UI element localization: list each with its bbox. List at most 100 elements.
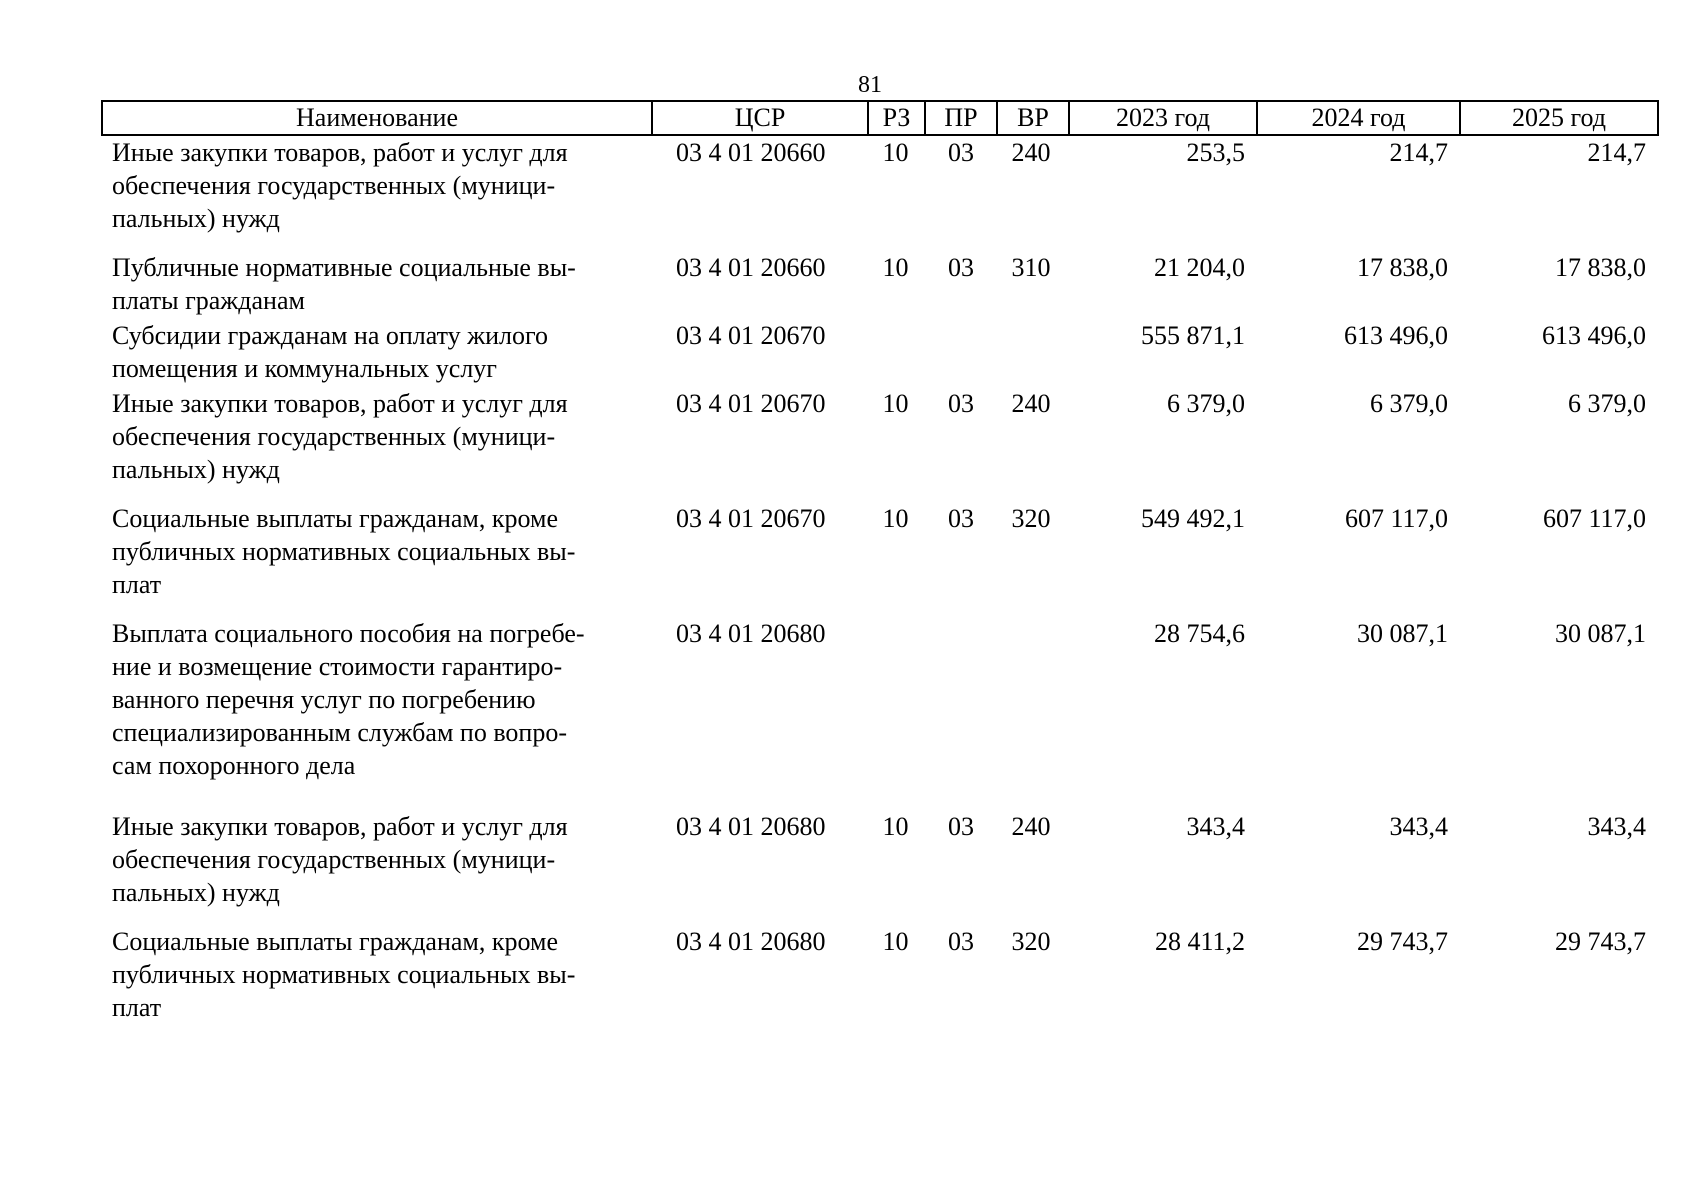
- row-spacer: [102, 601, 1658, 615]
- row-rz: 10: [882, 389, 909, 418]
- table-row: Иные закупки товаров, работ и услуг для о…: [102, 385, 1658, 486]
- row-name-line: Иные закупки товаров, работ и услуг для: [112, 812, 568, 841]
- table-row: Социальные выплаты гражданам, кроме публи…: [102, 500, 1658, 601]
- row-spacer-cell: [102, 235, 1658, 249]
- row-value-2023: 253,5: [1186, 138, 1246, 167]
- row-name: Иные закупки товаров, работ и услуг для о…: [102, 385, 652, 486]
- row-spacer-cell: [102, 782, 1658, 808]
- row-value-2023: 549 492,1: [1141, 504, 1245, 533]
- row-value-2023: 343,4: [1186, 812, 1246, 841]
- row-rz: 10: [882, 927, 909, 956]
- row-spacer: [102, 782, 1658, 808]
- row-vr: [997, 615, 1069, 782]
- row-pr: 03: [948, 927, 974, 956]
- row-name-line: Иные закупки товаров, работ и услуг для: [112, 138, 568, 167]
- row-spacer: [102, 235, 1658, 249]
- row-name-line: обеспечения государственных (муници-: [112, 422, 556, 451]
- row-csr: 03 4 01 20680: [676, 619, 826, 648]
- row-csr: 03 4 01 20670: [676, 321, 826, 350]
- row-vr: [997, 317, 1069, 385]
- row-name-line: публичных нормативных социальных вы-: [112, 960, 576, 989]
- row-value-2025: 30 087,1: [1555, 619, 1646, 648]
- header-pr: ПР: [924, 100, 998, 136]
- row-value-2024: 607 117,0: [1344, 504, 1448, 533]
- row-value-2024: 613 496,0: [1344, 321, 1448, 350]
- row-vr: 240: [1011, 138, 1051, 167]
- row-name-line: Субсидии гражданам на оплату жилого: [112, 321, 549, 350]
- row-name-line: пальных) нужд: [112, 455, 280, 484]
- row-pr: 03: [948, 812, 974, 841]
- row-value-2025: 343,4: [1587, 812, 1647, 841]
- page-number: 81: [858, 72, 882, 98]
- budget-table: Наименование ЦСР РЗ ПР ВР 2023 год 2024 …: [101, 100, 1659, 1024]
- row-name-line: пальных) нужд: [112, 204, 280, 233]
- row-pr: 03: [948, 504, 974, 533]
- row-spacer: [102, 909, 1658, 923]
- row-value-2024: 6 379,0: [1370, 389, 1448, 418]
- row-name: Выплата социального пособия на погребе-н…: [102, 615, 652, 782]
- row-pr: 03: [948, 138, 974, 167]
- row-value-2025: 29 743,7: [1555, 927, 1646, 956]
- row-rz: 10: [882, 504, 909, 533]
- row-rz: [868, 317, 925, 385]
- table-row: Выплата социального пособия на погребе-н…: [102, 615, 1658, 782]
- row-name-line: Социальные выплаты гражданам, кроме: [112, 504, 558, 533]
- row-name-line: Социальные выплаты гражданам, кроме: [112, 927, 558, 956]
- row-rz: 10: [882, 253, 909, 282]
- table-row: Иные закупки товаров, работ и услуг для о…: [102, 135, 1658, 235]
- row-name: Субсидии гражданам на оплату жилого помещ…: [102, 317, 652, 385]
- row-value-2025: 17 838,0: [1555, 253, 1646, 282]
- header-name: Наименование: [101, 100, 653, 136]
- header-vr: ВР: [996, 100, 1070, 136]
- row-name: Социальные выплаты гражданам, кроме публи…: [102, 500, 652, 601]
- row-rz: 10: [882, 812, 909, 841]
- row-name-line: платы гражданам: [112, 286, 305, 315]
- row-name: Социальные выплаты гражданам, кроме публи…: [102, 923, 652, 1024]
- row-spacer-cell: [102, 601, 1658, 615]
- table-row: Субсидии гражданам на оплату жилого помещ…: [102, 317, 1658, 385]
- row-rz: [868, 615, 925, 782]
- row-value-2024: 30 087,1: [1357, 619, 1448, 648]
- row-csr: 03 4 01 20660: [676, 138, 826, 167]
- row-rz: 10: [882, 138, 909, 167]
- row-name: Публичные нормативные социальные вы-плат…: [102, 249, 652, 317]
- row-csr: 03 4 01 20680: [676, 812, 826, 841]
- row-value-2024: 29 743,7: [1357, 927, 1448, 956]
- table-row: Социальные выплаты гражданам, кроме публи…: [102, 923, 1658, 1024]
- row-value-2023: 28 754,6: [1154, 619, 1245, 648]
- table-row: Публичные нормативные социальные вы-плат…: [102, 249, 1658, 317]
- row-name-line: плат: [112, 570, 162, 599]
- row-name-line: Иные закупки товаров, работ и услуг для: [112, 389, 568, 418]
- row-name-line: ванного перечня услуг по погребению: [112, 685, 536, 714]
- header-2023: 2023 год: [1068, 100, 1258, 136]
- row-name-line: пальных) нужд: [112, 878, 280, 907]
- row-name-line: Публичные нормативные социальные вы-: [112, 253, 576, 282]
- row-value-2023: 28 411,2: [1154, 927, 1245, 956]
- row-pr: [925, 317, 997, 385]
- header-row: Наименование ЦСР РЗ ПР ВР 2023 год 2024 …: [101, 100, 1659, 136]
- header-2025: 2025 год: [1459, 100, 1659, 136]
- row-pr: 03: [948, 389, 974, 418]
- row-spacer: [102, 486, 1658, 500]
- header-2024: 2024 год: [1256, 100, 1461, 136]
- row-csr: 03 4 01 20680: [676, 927, 826, 956]
- row-name-line: ние и возмещение стоимости гарантиро-: [112, 652, 563, 681]
- row-vr: 310: [1011, 253, 1051, 282]
- row-value-2024: 214,7: [1389, 138, 1449, 167]
- row-value-2025: 6 379,0: [1568, 389, 1646, 418]
- row-name-line: сам похоронного дела: [112, 751, 356, 780]
- row-name-line: обеспечения государственных (муници-: [112, 171, 556, 200]
- row-pr: [925, 615, 997, 782]
- header-rz: РЗ: [867, 100, 926, 136]
- table-body: Иные закупки товаров, работ и услуг для о…: [102, 135, 1658, 1024]
- row-vr: 240: [1011, 812, 1051, 841]
- row-value-2025: 607 117,0: [1542, 504, 1646, 533]
- row-name: Иные закупки товаров, работ и услуг для о…: [102, 808, 652, 909]
- row-value-2025: 214,7: [1587, 138, 1647, 167]
- row-name: Иные закупки товаров, работ и услуг для о…: [102, 135, 652, 235]
- row-name-line: специализированным службам по вопро-: [112, 718, 567, 747]
- row-csr: 03 4 01 20660: [676, 253, 826, 282]
- row-spacer-cell: [102, 909, 1658, 923]
- row-csr: 03 4 01 20670: [676, 504, 826, 533]
- row-name-line: плат: [112, 993, 162, 1022]
